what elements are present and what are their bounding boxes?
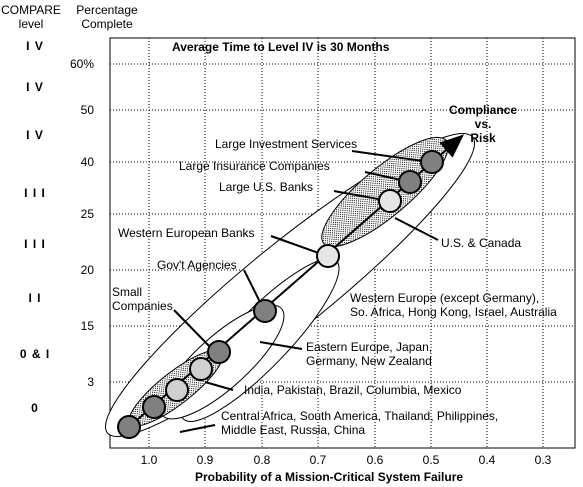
node-3 bbox=[165, 378, 189, 402]
y-tick-3: 3 bbox=[87, 375, 94, 389]
y-tick-40: 40 bbox=[80, 155, 94, 169]
node-4 bbox=[189, 357, 213, 381]
label-large-investment-services: Large Investment Services bbox=[215, 137, 358, 151]
y-tick-60: 60% bbox=[69, 57, 94, 71]
label-india-etc: India, Pakistan, Brazil, Columbia, Mexic… bbox=[244, 383, 462, 397]
node-2 bbox=[142, 395, 166, 419]
level-label-2: I V bbox=[26, 80, 44, 94]
percentage-complete-header: Percentage Complete bbox=[76, 3, 138, 31]
y-tick-15: 15 bbox=[80, 319, 94, 333]
node-6 bbox=[253, 299, 277, 323]
y-tick-25: 25 bbox=[80, 207, 94, 221]
node-8 bbox=[378, 189, 402, 213]
label-eastern-europe: Eastern Europe, Japan, Germany, New Zeal… bbox=[306, 340, 433, 368]
node-5 bbox=[207, 340, 231, 364]
level-label-1: I V bbox=[26, 39, 44, 53]
level-label-6: I I bbox=[28, 291, 42, 305]
label-us-canada: U.S. & Canada bbox=[441, 236, 522, 250]
x-tick-0-3: 0.3 bbox=[534, 453, 552, 467]
level-label-7: 0 & I bbox=[19, 347, 51, 361]
label-large-insurance-companies: Large Insurance Companies bbox=[179, 159, 330, 173]
node-10 bbox=[420, 150, 444, 174]
node-7 bbox=[316, 244, 340, 268]
chart-title: Average Time to Level IV is 30 Months bbox=[172, 40, 390, 54]
x-tick-0-8: 0.8 bbox=[253, 453, 271, 467]
x-tick-1-0: 1.0 bbox=[140, 453, 158, 467]
level-label-4: I I I bbox=[24, 186, 46, 200]
label-western-europe: Western Europe (except Germany), So. Afr… bbox=[350, 291, 557, 319]
y-tick-50: 50 bbox=[80, 103, 94, 117]
x-tick-0-7: 0.7 bbox=[309, 453, 327, 467]
label-small-companies: Small Companies bbox=[112, 285, 173, 313]
level-label-5: I I I bbox=[24, 237, 46, 251]
node-1 bbox=[117, 415, 141, 439]
y-tick-20: 20 bbox=[80, 263, 94, 277]
label-western-european-banks: Western European Banks bbox=[118, 226, 255, 240]
label-large-us-banks: Large U.S. Banks bbox=[219, 180, 314, 194]
level-label-8: 0 bbox=[31, 401, 39, 415]
label-govt-agencies: Gov't Agencies bbox=[157, 258, 237, 272]
x-axis-label: Probability of a Mission-Critical System… bbox=[195, 470, 464, 484]
compliance-vs-risk-label: Compliance vs. Risk bbox=[448, 103, 517, 145]
x-tick-0-9: 0.9 bbox=[196, 453, 214, 467]
x-tick-0-6: 0.6 bbox=[366, 453, 384, 467]
x-tick-0-5: 0.5 bbox=[422, 453, 440, 467]
x-tick-0-4: 0.4 bbox=[478, 453, 496, 467]
label-central-africa-etc: Central Africa, South America, Thailand,… bbox=[221, 409, 499, 437]
node-9 bbox=[398, 170, 422, 194]
level-label-3: I V bbox=[26, 128, 44, 142]
plot-frame bbox=[109, 37, 576, 449]
compare-level-header: COMPARE level bbox=[1, 3, 61, 31]
